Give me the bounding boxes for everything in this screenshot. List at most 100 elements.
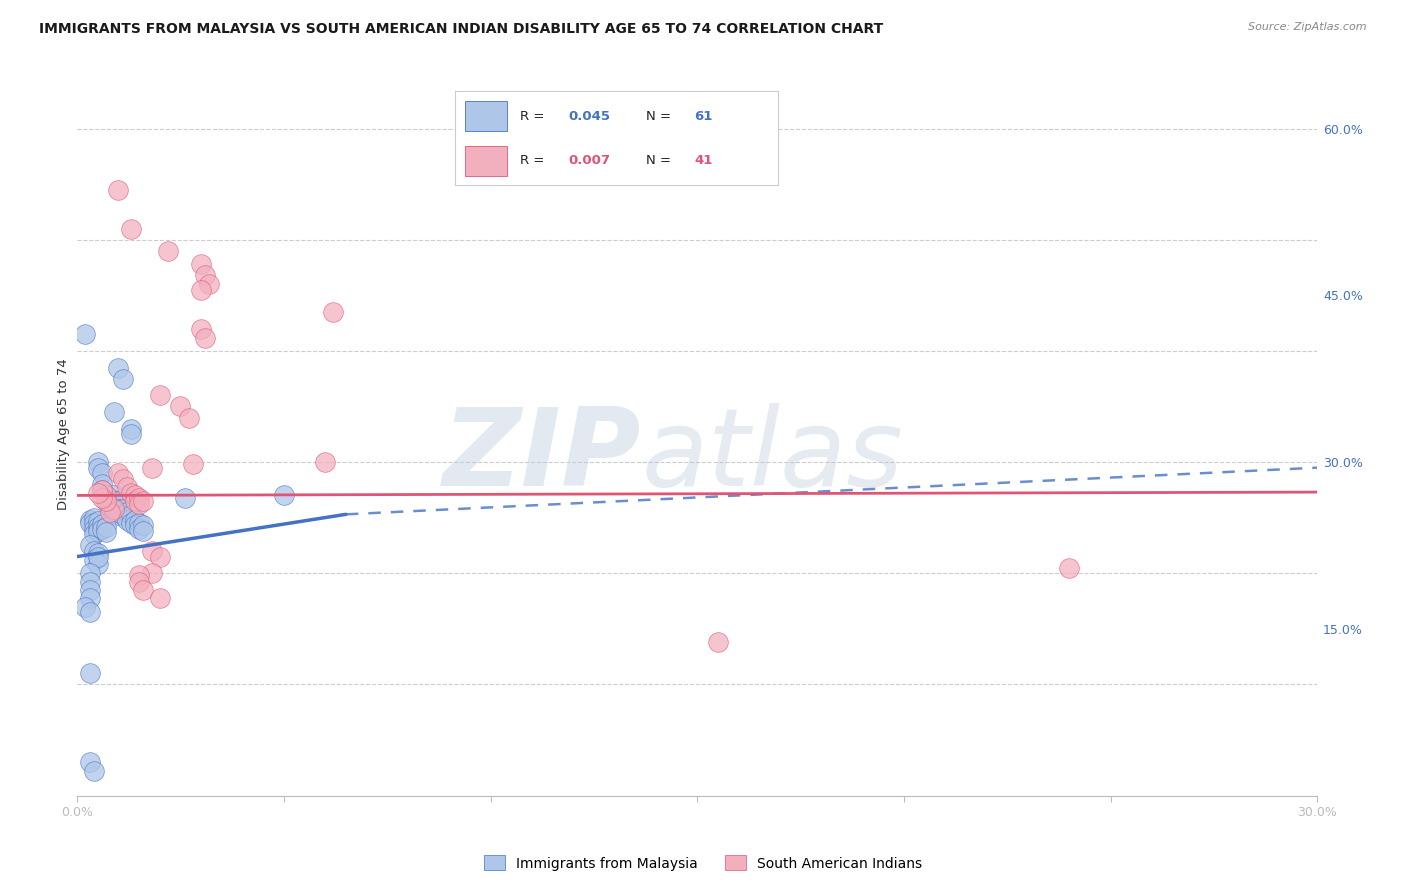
Point	[98, 500, 121, 514]
Point	[90, 517, 112, 532]
Point	[87, 524, 110, 538]
Point	[115, 505, 138, 519]
Point	[90, 522, 112, 536]
Text: Source: ZipAtlas.com: Source: ZipAtlas.com	[1249, 22, 1367, 32]
Point	[107, 466, 129, 480]
Text: IMMIGRANTS FROM MALAYSIA VS SOUTH AMERICAN INDIAN DISABILITY AGE 65 TO 74 CORREL: IMMIGRANTS FROM MALAYSIA VS SOUTH AMERIC…	[39, 22, 883, 37]
Point	[83, 522, 105, 536]
Point	[173, 491, 195, 505]
Point	[94, 488, 117, 502]
Point	[128, 516, 150, 531]
Y-axis label: Disability Age 65 to 74: Disability Age 65 to 74	[58, 359, 70, 510]
Point	[111, 501, 134, 516]
Point	[1059, 560, 1081, 574]
Point	[124, 518, 146, 533]
Point	[103, 505, 125, 519]
Point	[79, 575, 101, 590]
Point	[128, 522, 150, 536]
Point	[83, 510, 105, 524]
Point	[120, 422, 142, 436]
Point	[141, 460, 163, 475]
Point	[107, 508, 129, 523]
Point	[87, 546, 110, 560]
Point	[83, 516, 105, 531]
Point	[83, 553, 105, 567]
Point	[90, 477, 112, 491]
Point	[83, 764, 105, 779]
Point	[120, 427, 142, 442]
Point	[194, 330, 217, 344]
Point	[103, 494, 125, 508]
Point	[87, 558, 110, 572]
Point	[79, 666, 101, 681]
Point	[124, 494, 146, 508]
Point	[115, 513, 138, 527]
Point	[107, 183, 129, 197]
Text: atlas: atlas	[641, 403, 903, 508]
Point	[79, 516, 101, 531]
Point	[132, 582, 155, 597]
Point	[120, 486, 142, 500]
Point	[128, 568, 150, 582]
Point	[94, 494, 117, 508]
Point	[90, 483, 112, 497]
Point	[141, 566, 163, 581]
Legend: Immigrants from Malaysia, South American Indians: Immigrants from Malaysia, South American…	[478, 850, 928, 876]
Point	[103, 501, 125, 516]
Point	[157, 244, 180, 258]
Point	[181, 458, 204, 472]
Point	[198, 277, 221, 292]
Point	[124, 513, 146, 527]
Point	[107, 360, 129, 375]
Point	[273, 488, 295, 502]
Point	[90, 466, 112, 480]
Point	[79, 566, 101, 581]
Point	[132, 524, 155, 538]
Point	[79, 756, 101, 770]
Point	[75, 599, 97, 614]
Point	[83, 527, 105, 541]
Point	[120, 508, 142, 523]
Point	[177, 410, 200, 425]
Point	[79, 539, 101, 553]
Point	[87, 519, 110, 533]
Point	[90, 483, 112, 497]
Point	[149, 591, 172, 605]
Point	[87, 486, 110, 500]
Point	[111, 508, 134, 523]
Point	[79, 513, 101, 527]
Point	[98, 505, 121, 519]
Point	[190, 283, 212, 297]
Point	[141, 544, 163, 558]
Point	[79, 582, 101, 597]
Point	[94, 519, 117, 533]
Point	[87, 455, 110, 469]
Point	[83, 544, 105, 558]
Point	[128, 491, 150, 505]
Point	[79, 605, 101, 619]
Point	[87, 460, 110, 475]
Point	[128, 575, 150, 590]
Point	[94, 494, 117, 508]
Point	[707, 635, 730, 649]
Point	[169, 400, 191, 414]
Point	[103, 405, 125, 419]
Point	[120, 516, 142, 531]
Point	[107, 501, 129, 516]
Point	[132, 494, 155, 508]
Point	[124, 488, 146, 502]
Point	[322, 305, 344, 319]
Point	[79, 591, 101, 605]
Point	[120, 221, 142, 235]
Point	[94, 488, 117, 502]
Point	[132, 518, 155, 533]
Point	[94, 525, 117, 540]
Point	[194, 268, 217, 283]
Text: ZIP: ZIP	[443, 403, 641, 509]
Point	[75, 327, 97, 342]
Point	[149, 549, 172, 564]
Point	[115, 479, 138, 493]
Point	[87, 549, 110, 564]
Point	[190, 321, 212, 335]
Point	[128, 497, 150, 511]
